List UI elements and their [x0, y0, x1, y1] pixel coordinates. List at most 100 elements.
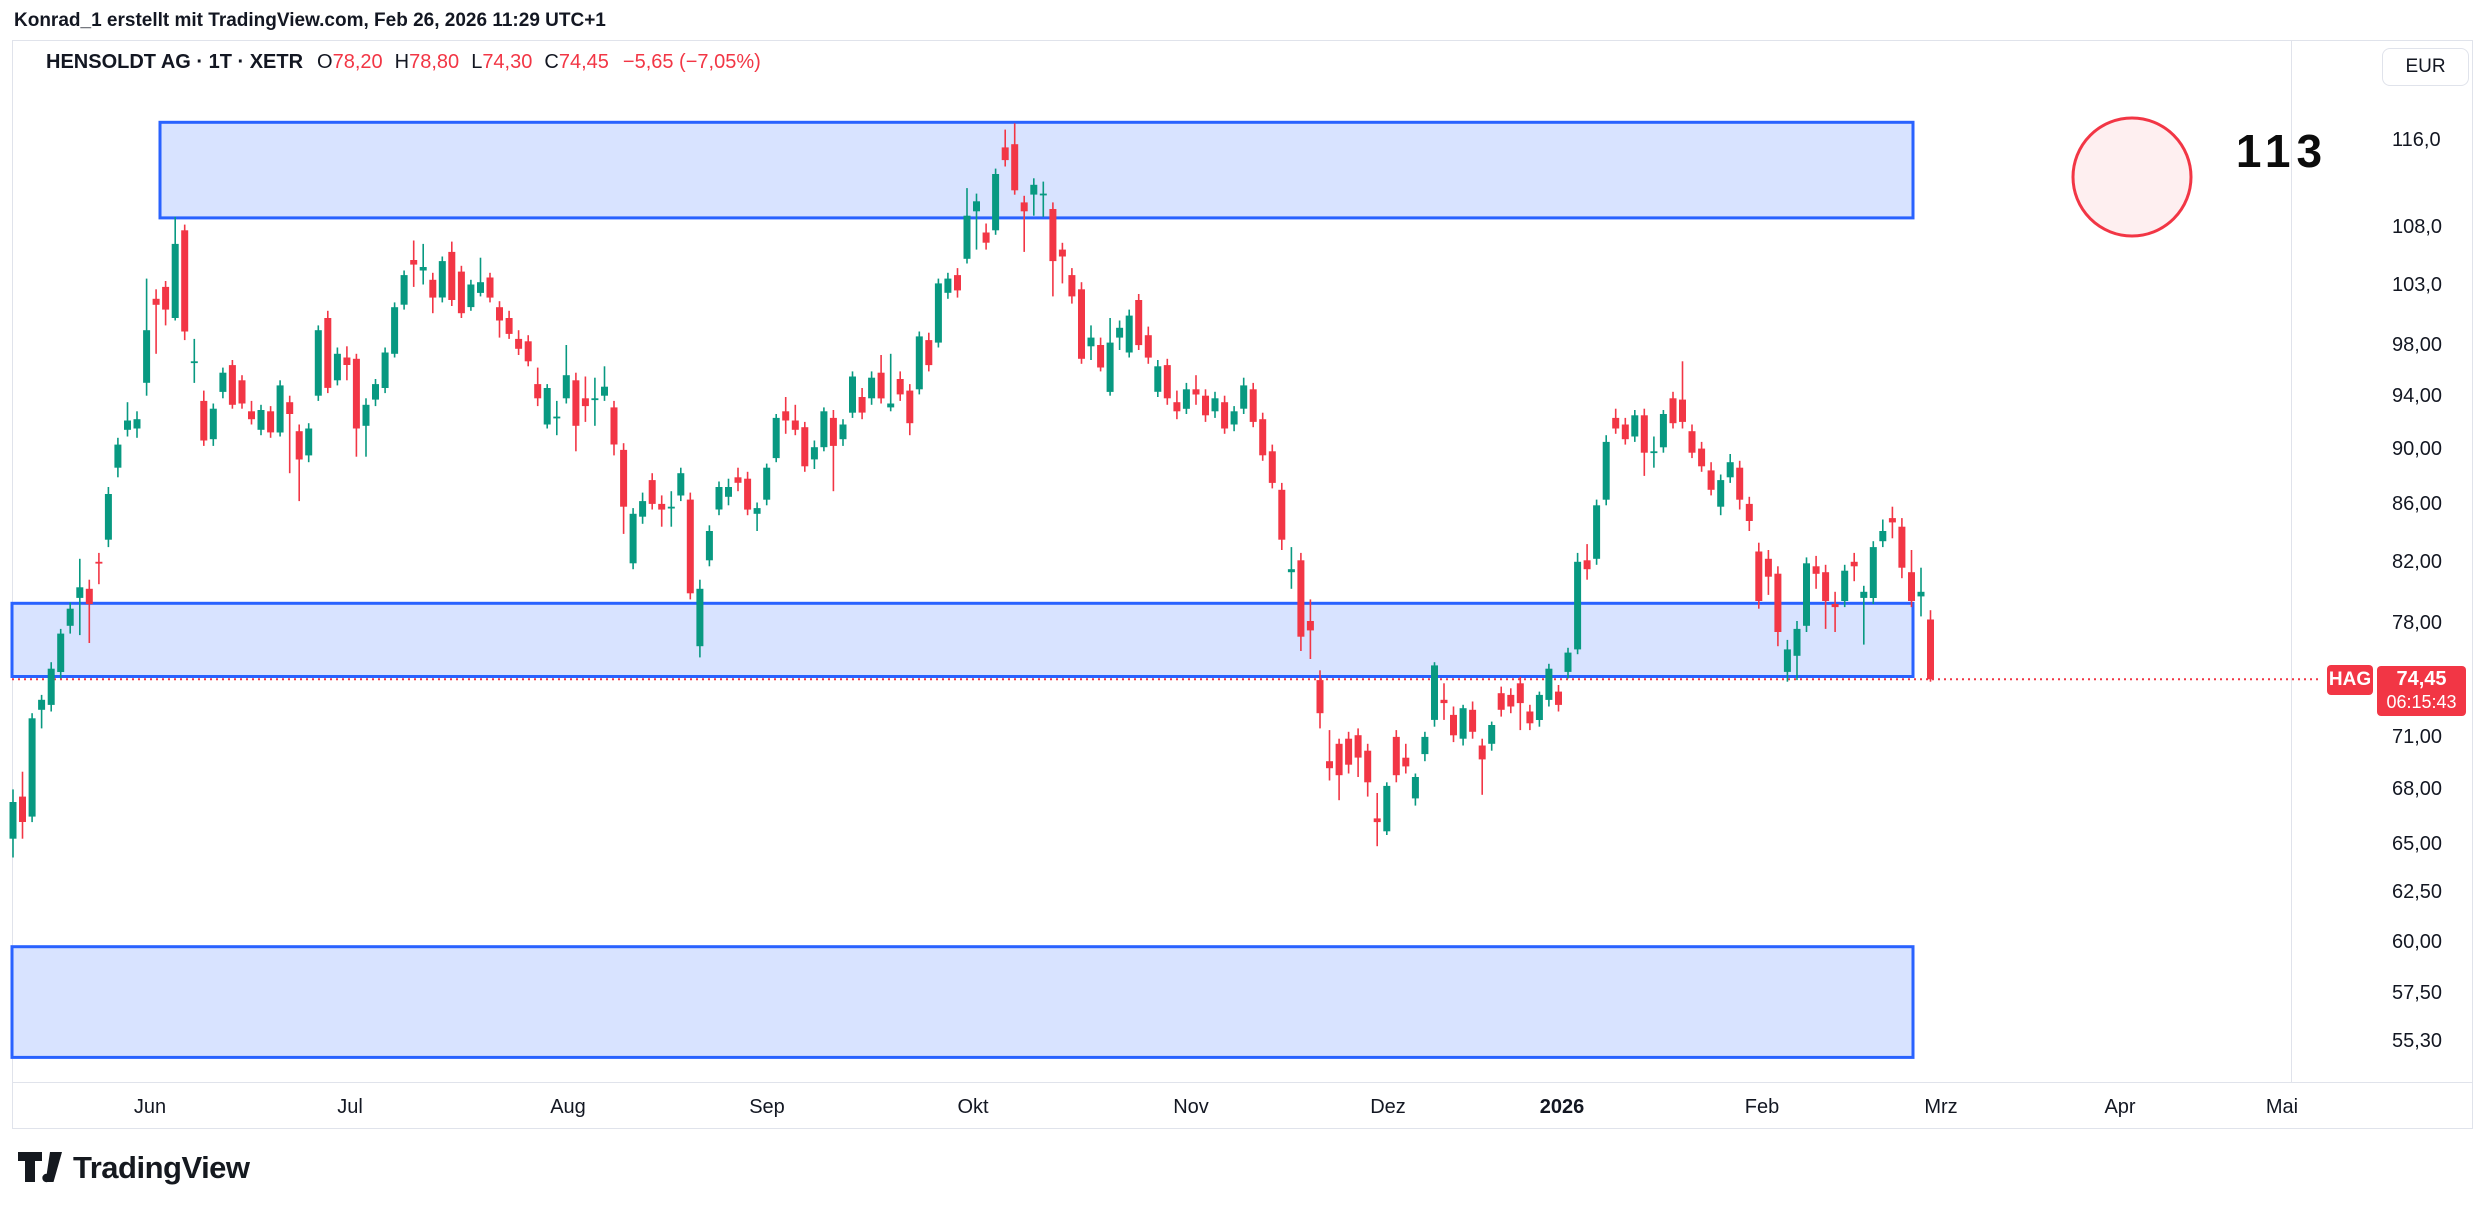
candle-body [791, 420, 799, 430]
candle-body [658, 503, 666, 510]
candle-body [1306, 621, 1314, 631]
candle-body [1545, 668, 1553, 700]
candle-body [734, 477, 742, 483]
candle-body [906, 390, 914, 424]
candle-body [267, 411, 275, 433]
candle-body [1182, 389, 1190, 409]
candle-body [677, 473, 685, 496]
candle-body [629, 513, 637, 564]
candle-body [1278, 489, 1286, 540]
candle-body [1192, 389, 1200, 395]
candle-body [1392, 736, 1400, 776]
candle-body [66, 608, 74, 626]
month-label: Apr [2104, 1096, 2136, 1118]
month-label: Jun [133, 1096, 167, 1118]
candle-body [76, 587, 84, 598]
candle-body [1783, 649, 1791, 672]
tradingview-logo[interactable]: TradingView [18, 1150, 250, 1186]
candle-body [1259, 419, 1267, 456]
candle-body [1068, 275, 1076, 297]
ohlc-low: L74,30 [471, 51, 533, 73]
candle-body [1707, 470, 1715, 490]
candle-body [1287, 569, 1295, 573]
candle-body [1135, 300, 1143, 346]
panel-border-top [12, 40, 2473, 41]
candle-body [849, 376, 856, 413]
candle-body [858, 397, 866, 413]
candle-body [1736, 467, 1744, 500]
candle-body [1688, 431, 1696, 453]
zone-rectangle[interactable] [10, 945, 1915, 1059]
candle-body [1908, 572, 1915, 601]
candle-body [1249, 389, 1257, 422]
candle-body [963, 215, 971, 259]
candle-body [725, 487, 732, 497]
candle-body [162, 286, 170, 310]
candle-body [1755, 551, 1763, 601]
price-label-value: 74,45 06:15:43 [2377, 666, 2466, 716]
candle-body [1640, 415, 1648, 453]
candle-body [448, 251, 456, 300]
candle-body [85, 588, 93, 605]
candle-body [1879, 531, 1887, 542]
candle-body [1364, 750, 1372, 783]
candle-body [820, 411, 828, 448]
zone-rectangle[interactable] [158, 120, 1915, 220]
candle-body [381, 352, 389, 388]
candle-body [1860, 591, 1868, 598]
bar-countdown: 06:15:43 [2386, 692, 2457, 712]
candle-body [1039, 193, 1047, 196]
candle-body [591, 398, 599, 401]
candle-body [1621, 424, 1629, 440]
candle-body [1421, 736, 1429, 755]
month-label: Jul [337, 1096, 363, 1118]
candle-body [95, 561, 103, 564]
candle-body [1030, 184, 1038, 195]
candle-body [152, 298, 160, 305]
candle-body [1898, 526, 1906, 568]
candle-body [620, 449, 628, 507]
zone-rectangle[interactable] [10, 601, 1915, 678]
candle-body [1020, 202, 1028, 212]
candle-body [1869, 547, 1877, 598]
number-annotation[interactable]: 113 [2235, 125, 2329, 177]
candle-body [1793, 628, 1801, 656]
currency-button[interactable]: EUR [2382, 48, 2469, 86]
candle-body [1144, 335, 1152, 358]
candle-body [505, 318, 513, 334]
symbol-title[interactable]: HENSOLDT AG · 1T · XETR [46, 51, 304, 73]
candle-body [1268, 451, 1276, 483]
candle-body [1669, 398, 1677, 424]
candle-body [982, 232, 990, 243]
candle-body [457, 271, 465, 314]
candle-body [715, 487, 723, 510]
candle-body [333, 353, 341, 381]
candle-body [1888, 518, 1896, 523]
candle-body [1803, 563, 1810, 626]
circle-drawing[interactable] [2071, 116, 2193, 238]
month-label: Mrz [1924, 1096, 1958, 1118]
ohlc-close: C74,45 [544, 51, 609, 73]
candle-body [1383, 785, 1391, 832]
candle-body [887, 403, 895, 408]
candle-body [124, 420, 131, 430]
candle-body [610, 407, 618, 445]
candle-body [324, 318, 332, 388]
candle-body [992, 174, 1000, 231]
candle-body [1679, 399, 1686, 422]
candle-body [19, 796, 26, 822]
price-axis-separator[interactable] [2291, 40, 2292, 1082]
time-axis[interactable]: Jun Jul Aug Sep Okt Nov Dez 2026 Feb Mrz Apr Mai [0, 1094, 2489, 1124]
candle-body [276, 385, 284, 433]
candle-body [343, 357, 351, 365]
candle-body [429, 279, 437, 298]
candle-body [1764, 558, 1772, 577]
candle-body [228, 365, 236, 405]
candle-body [477, 282, 484, 293]
candle-body [200, 400, 208, 441]
candle-body [1440, 699, 1448, 704]
candle-body [295, 431, 303, 460]
candle-body [1240, 385, 1248, 409]
candle-body [362, 404, 370, 426]
